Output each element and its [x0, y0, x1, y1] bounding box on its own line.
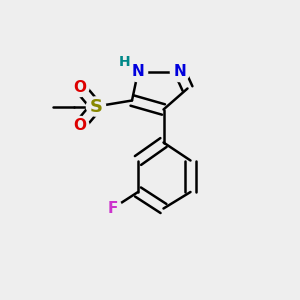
Text: N: N [132, 64, 144, 80]
Text: O: O [73, 80, 86, 94]
Circle shape [86, 97, 106, 116]
Text: O: O [73, 118, 86, 134]
Circle shape [170, 62, 190, 82]
Circle shape [103, 199, 122, 218]
Text: F: F [107, 201, 118, 216]
Text: H: H [119, 55, 130, 68]
Text: N: N [174, 64, 186, 80]
Circle shape [70, 77, 89, 97]
Text: S: S [89, 98, 103, 116]
Circle shape [70, 116, 89, 136]
Circle shape [115, 52, 134, 71]
Circle shape [128, 62, 148, 82]
